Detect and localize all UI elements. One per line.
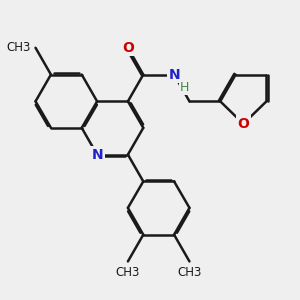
Text: H: H: [180, 81, 190, 94]
Text: CH3: CH3: [7, 41, 31, 54]
Text: O: O: [122, 41, 134, 55]
Text: N: N: [91, 148, 103, 162]
Text: N: N: [168, 68, 180, 82]
Text: O: O: [237, 117, 249, 131]
Text: CH3: CH3: [116, 266, 140, 279]
Text: CH3: CH3: [177, 266, 202, 279]
